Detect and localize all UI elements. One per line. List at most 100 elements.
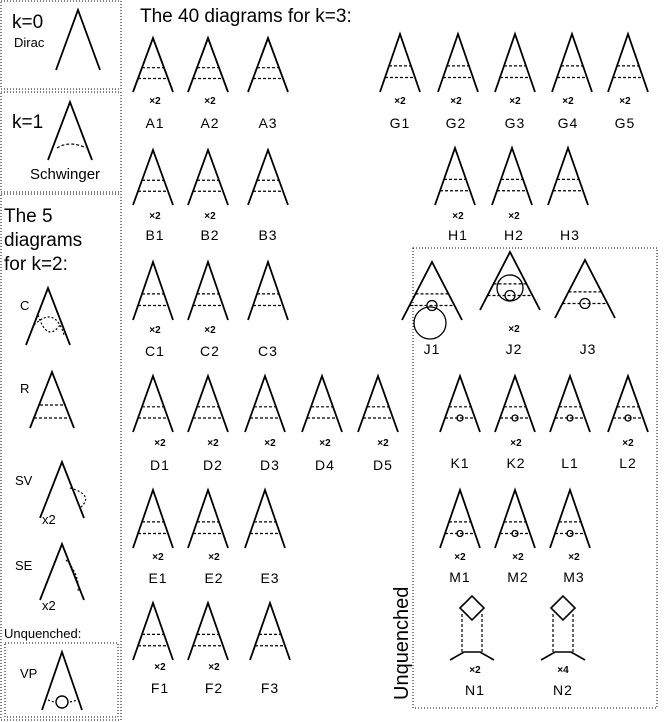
diagram-k2 [494,373,536,433]
k0-name: Dirac [14,35,45,50]
k2-label-r: R [20,381,29,396]
diagram-mult-k2: ×2 [510,438,522,449]
diagram-label-k2: K2 [506,455,525,471]
diagram-a1 [132,35,174,93]
k2-label-se: SE [15,558,33,573]
diagram-m3 [549,487,591,549]
diagram-label-h2: H2 [504,227,524,243]
diagram-label-e2: E2 [204,570,223,586]
diagram-c2 [187,259,229,321]
diagram-label-a2: A2 [200,115,219,131]
diagram-g3 [494,31,536,93]
diagram-label-c2: C2 [200,343,220,359]
diagram-j1 [401,260,463,340]
diagram-e1 [132,487,174,549]
diagram-label-j2: J2 [506,341,523,357]
k2-label-c: C [20,298,29,313]
diagram-label-d2: D2 [203,457,223,473]
diagram-mult-n2: ×4 [557,665,569,676]
diagram-a3 [247,35,289,93]
diagram-label-m3: M3 [563,569,584,585]
unquenched-box-k3 [412,247,658,709]
diagram-mult-l2: ×2 [622,438,634,449]
diagram-mult-h2: ×2 [508,211,520,222]
diagram-label-l2: L2 [619,455,637,471]
diagram-mult-b1: ×2 [149,211,161,222]
diagram-mult-d4: ×2 [319,438,331,449]
diagram-label-g5: G5 [615,115,636,131]
diagram-b2 [187,147,229,206]
diagram-h3 [547,145,589,206]
k2-mult-se: x2 [42,598,56,613]
diagram-k2-sv [39,459,87,519]
diagram-l2 [607,373,649,433]
diagram-mult-g1: ×2 [394,96,406,107]
diagram-mult-d3: ×2 [264,438,276,449]
diagram-label-e1: E1 [148,570,167,586]
diagram-g5 [607,31,649,93]
diagram-label-c1: C1 [145,343,165,359]
diagram-label-d3: D3 [260,457,280,473]
unquenched-heading: Unquenched: [4,626,81,641]
diagram-label-b3: B3 [258,227,277,243]
diagram-n2 [540,594,586,661]
diagram-mult-m3: ×2 [568,552,580,563]
diagram-b1 [132,147,174,206]
diagram-g2 [437,31,479,93]
diagram-mult-a1: ×2 [149,96,161,107]
diagram-label-c3: C3 [258,343,278,359]
diagram-label-l1: L1 [561,455,579,471]
diagram-d3 [244,373,286,433]
vp-label: VP [20,666,37,681]
diagram-label-j1: J1 [424,341,441,357]
k1-name: Schwinger [30,166,100,183]
diagram-m2 [494,487,536,549]
diagram-f1 [132,600,174,661]
diagram-label-j3: J3 [580,341,597,357]
diagram-label-d5: D5 [373,457,393,473]
diagram-label-m2: M2 [507,569,528,585]
diagram-e3 [244,487,286,549]
unquenched-box-k2 [4,642,119,718]
diagram-mult-d1: ×2 [154,438,166,449]
diagram-mult-g4: ×2 [562,96,574,107]
diagram-label-n2: N2 [553,682,573,698]
k2-mult-sv: x2 [42,512,56,527]
diagram-a2 [187,35,229,93]
diagram-mult-b2: ×2 [204,211,216,222]
diagram-d4 [301,373,343,433]
diagram-mult-g3: ×2 [509,96,521,107]
diagram-mult-c1: ×2 [149,325,161,336]
diagram-mult-e1: ×2 [152,552,164,563]
diagram-mult-d2: ×2 [207,438,219,449]
diagram-mult-g5: ×2 [619,96,631,107]
main-title: The 40 diagrams for k=3: [140,6,352,27]
diagram-f3 [249,600,291,661]
diagram-dirac [55,7,101,71]
diagram-k2-c [25,285,71,346]
diagram-label-f2: F2 [205,680,223,696]
diagram-mult-n1: ×2 [469,665,481,676]
diagram-schwinger [47,99,93,161]
diagram-label-n1: N1 [465,682,485,698]
diagram-g4 [551,31,593,93]
diagram-e2 [187,487,229,549]
diagram-c3 [247,259,289,321]
diagram-label-e3: E3 [260,570,279,586]
diagram-f2 [187,600,229,661]
sidebar-frame [0,0,122,721]
k0-title: k=0 [12,12,43,33]
diagram-label-g4: G4 [558,115,579,131]
diagram-j3 [554,258,616,319]
diagram-mult-m2: ×2 [512,552,524,563]
diagram-label-h3: H3 [560,227,580,243]
diagram-label-d4: D4 [315,457,335,473]
diagram-mult-m1: ×2 [454,552,466,563]
diagram-label-f3: F3 [261,680,279,696]
diagram-d1 [132,373,174,433]
diagram-label-g2: G2 [446,115,467,131]
diagram-mult-j2: ×2 [508,324,520,335]
diagram-vp [41,649,83,711]
diagram-n1 [449,594,495,661]
